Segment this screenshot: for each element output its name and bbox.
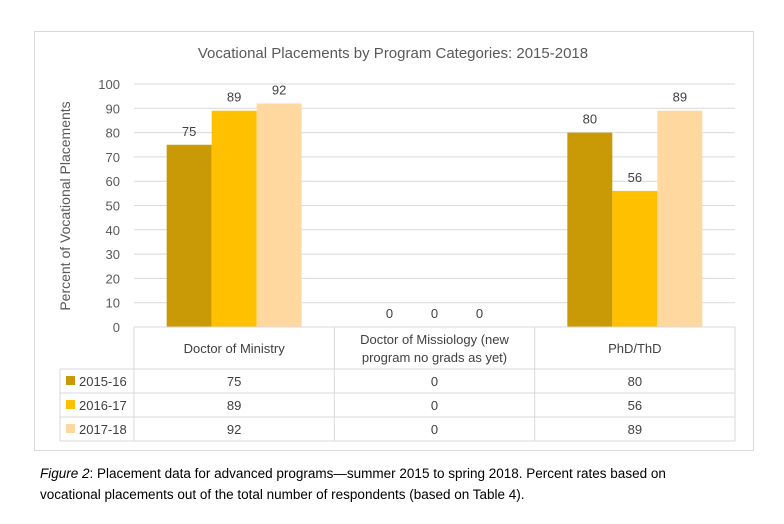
table-cell: 92: [227, 422, 241, 437]
y-tick-label: 70: [106, 150, 120, 165]
y-tick-label: 90: [106, 101, 120, 116]
category-label: PhD/ThD: [608, 341, 661, 356]
table-cell: 89: [227, 398, 241, 413]
category-label: Doctor of Missiology (new: [360, 332, 509, 347]
y-tick-label: 30: [106, 247, 120, 262]
bar-2016-17: [612, 190, 658, 327]
legend-swatch: [66, 424, 75, 433]
y-axis-label: Percent of Vocational Placements: [57, 101, 73, 310]
bar-2017-18: [256, 103, 302, 327]
y-tick-label: 10: [106, 296, 120, 311]
table-cell: 0: [431, 398, 438, 413]
table-cell: 80: [628, 374, 642, 389]
legend-label: 2017-18: [79, 422, 127, 437]
table-cell: 0: [431, 422, 438, 437]
data-label: 92: [272, 82, 286, 97]
bar-2017-18: [657, 110, 703, 327]
data-label: 0: [386, 306, 393, 321]
category-label: Doctor of Ministry: [184, 341, 286, 356]
caption-text-1: : Placement data for advanced programs—s…: [89, 466, 666, 481]
caption-line-2: vocational placements out of the total n…: [40, 487, 525, 502]
data-label: 75: [182, 124, 196, 139]
legend-label: 2015-16: [79, 374, 127, 389]
table-cell: 75: [227, 374, 241, 389]
y-tick-label: 40: [106, 223, 120, 238]
legend-label: 2016-17: [79, 398, 127, 413]
data-label: 80: [583, 112, 597, 127]
y-tick-label: 60: [106, 174, 120, 189]
y-tick-label: 0: [113, 320, 120, 335]
data-label: 0: [431, 306, 438, 321]
data-label: 89: [227, 90, 241, 105]
data-label: 89: [673, 90, 687, 105]
table-cell: 89: [628, 422, 642, 437]
caption-label: Figure 2: [40, 466, 90, 481]
data-label: 0: [476, 306, 483, 321]
category-label: program no grads as yet): [362, 350, 507, 365]
caption-line-1: Figure 2: Placement data for advanced pr…: [40, 466, 666, 481]
y-tick-label: 80: [106, 126, 120, 141]
table-cell: 0: [431, 374, 438, 389]
y-tick-label: 100: [98, 77, 120, 92]
legend-swatch: [66, 376, 75, 385]
bar-chart: Vocational Placements by Program Categor…: [57, 45, 736, 442]
y-tick-label: 50: [106, 199, 120, 214]
data-label: 56: [628, 170, 642, 185]
bar-2016-17: [211, 110, 257, 327]
table-cell: 56: [628, 398, 642, 413]
chart-frame: [34, 31, 754, 451]
chart-title: Vocational Placements by Program Categor…: [198, 45, 588, 62]
y-tick-label: 20: [106, 271, 120, 286]
legend-swatch: [66, 400, 75, 409]
bar-2015-16: [166, 144, 212, 327]
bar-2015-16: [567, 132, 613, 327]
